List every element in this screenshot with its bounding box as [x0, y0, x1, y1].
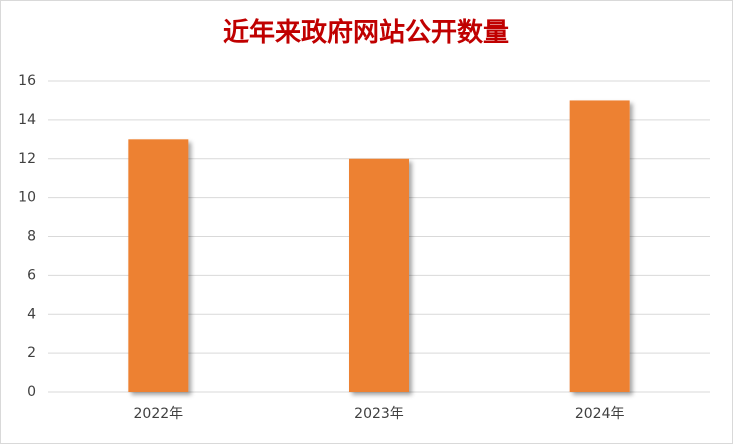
- y-tick-label: 8: [27, 229, 36, 245]
- x-tick-label: 2023年: [354, 406, 404, 422]
- y-tick-label: 16: [18, 73, 36, 89]
- bar: [349, 158, 409, 392]
- y-tick-label: 12: [18, 151, 36, 167]
- y-tick-label: 2: [27, 345, 36, 361]
- y-tick-label: 4: [27, 306, 36, 322]
- y-tick-label: 0: [27, 384, 36, 400]
- bar: [569, 100, 630, 392]
- y-tick-label: 6: [27, 267, 36, 283]
- x-tick-label: 2024年: [575, 406, 625, 422]
- chart-title: 近年来政府网站公开数量: [223, 17, 509, 48]
- x-tick-label: 2022年: [134, 406, 184, 422]
- y-tick-label: 14: [18, 112, 36, 128]
- y-tick-label: 10: [18, 190, 36, 206]
- bar: [128, 139, 189, 392]
